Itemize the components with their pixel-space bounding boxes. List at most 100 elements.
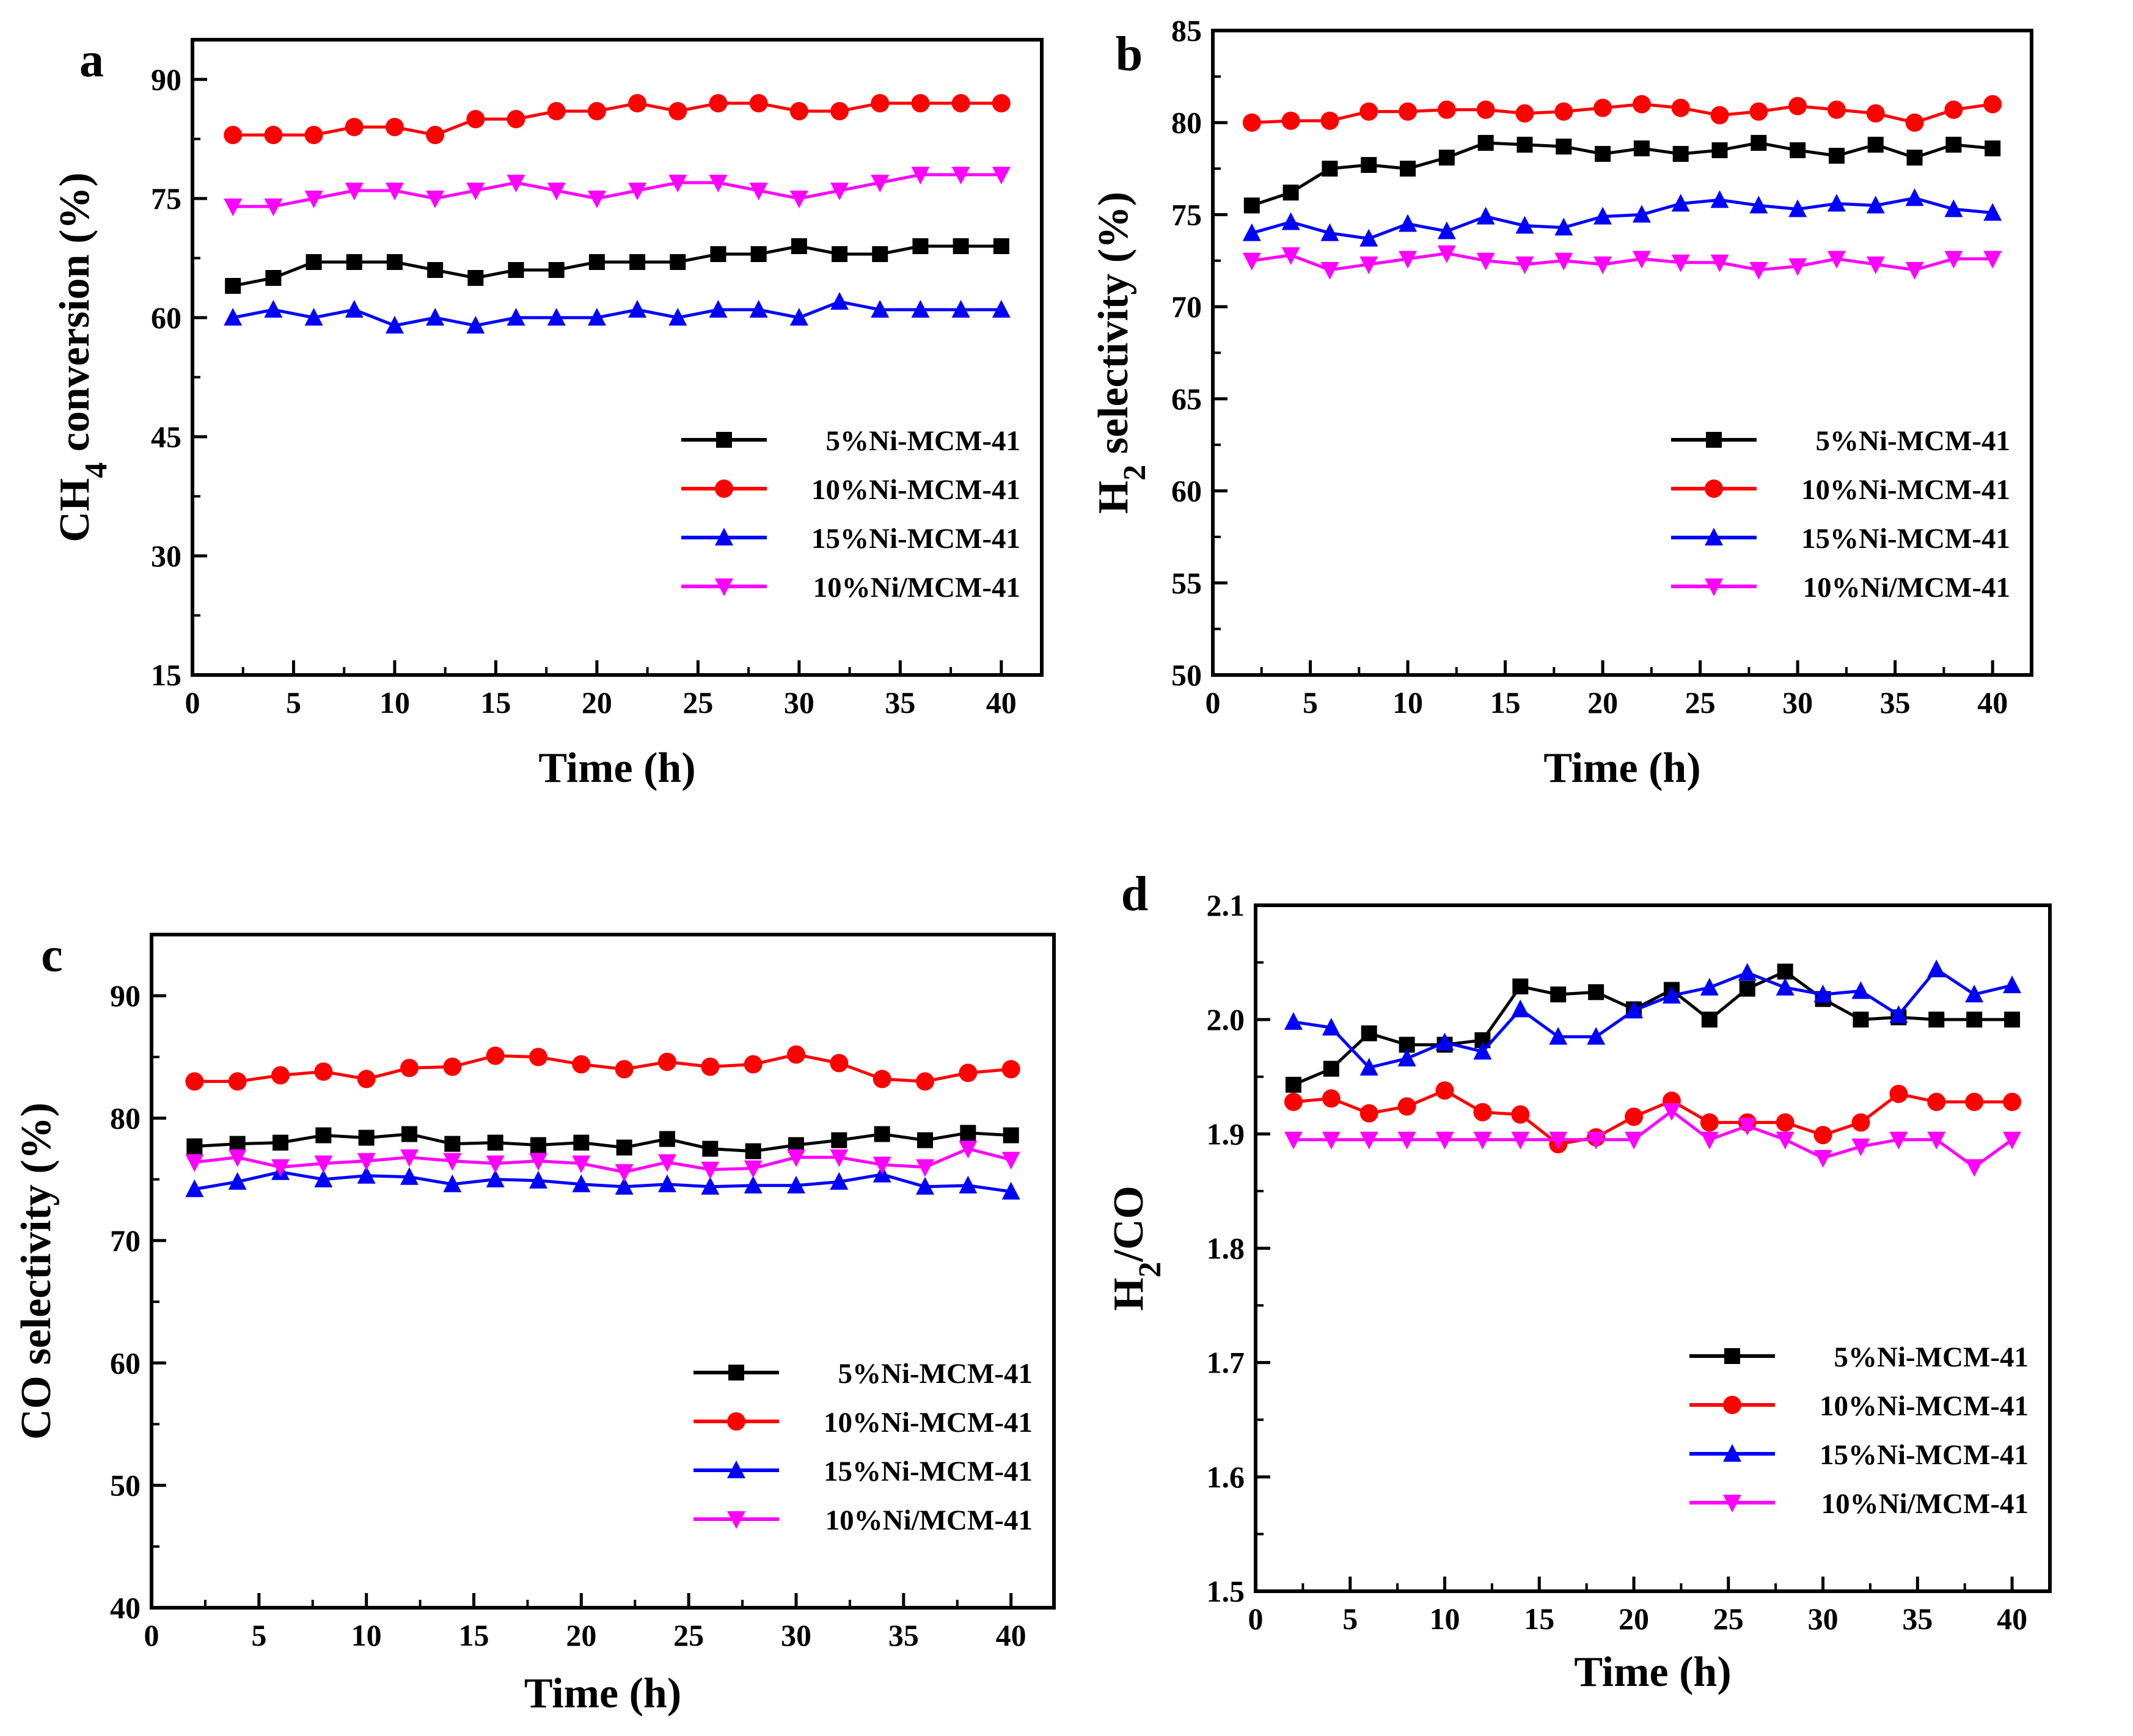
legend-label: 10%Ni-MCM-41 — [1801, 474, 2010, 506]
data-point — [1749, 195, 1768, 214]
data-point — [1827, 194, 1846, 212]
data-point — [628, 94, 647, 112]
data-point — [916, 1072, 934, 1091]
data-point — [466, 183, 485, 200]
data-point — [701, 1057, 720, 1076]
data-point — [1397, 1048, 1416, 1067]
data-point — [314, 1169, 333, 1187]
x-tick-label: 15 — [1524, 1602, 1554, 1636]
data-point — [873, 1156, 891, 1175]
data-point — [547, 308, 566, 326]
data-point — [702, 1140, 719, 1157]
data-point — [1944, 100, 1963, 119]
series-line — [232, 300, 1001, 327]
x-tick-label: 20 — [1587, 685, 1618, 720]
data-point — [789, 308, 808, 326]
data-point — [1866, 104, 1885, 123]
data-point — [830, 102, 849, 120]
y-axis-label: CH4 conversion (%) — [51, 172, 114, 542]
legend-label: 5%Ni-MCM-41 — [838, 1358, 1033, 1390]
legend-label: 15%Ni-MCM-41 — [824, 1456, 1033, 1487]
data-point — [1511, 1105, 1530, 1124]
x-tick-label: 10 — [1392, 685, 1423, 720]
x-tick-label: 20 — [566, 1618, 596, 1652]
data-point — [1550, 986, 1567, 1002]
y-axis-label-main: H — [1105, 1278, 1152, 1311]
x-tick-label: 25 — [1713, 1602, 1744, 1636]
data-point — [911, 167, 930, 184]
y-tick-label: 65 — [1171, 382, 1202, 416]
data-point — [709, 175, 728, 192]
data-point — [1435, 1081, 1454, 1100]
data-point — [587, 308, 606, 326]
data-point — [548, 262, 565, 278]
x-tick-label: 0 — [185, 685, 200, 720]
data-point — [710, 246, 726, 262]
data-point — [1945, 136, 1962, 153]
data-point — [507, 175, 525, 192]
series-line — [194, 1170, 1012, 1194]
legend-label: 5%Ni-MCM-41 — [826, 425, 1020, 457]
data-point — [385, 183, 404, 200]
data-point — [265, 270, 282, 286]
data-point — [1554, 102, 1573, 121]
data-point — [1632, 205, 1651, 223]
data-point — [992, 167, 1011, 184]
legend-marker — [1705, 480, 1723, 498]
data-point — [443, 1153, 462, 1171]
data-point — [789, 191, 808, 208]
x-axis-label: Time (h) — [1574, 1649, 1731, 1696]
y-tick-label: 80 — [1171, 106, 1202, 140]
data-point — [1749, 261, 1768, 280]
data-point — [992, 94, 1011, 112]
data-point — [385, 118, 404, 136]
x-axis-label: Time (h) — [1543, 745, 1700, 792]
y-tick-label: 60 — [110, 1346, 141, 1380]
data-point — [749, 94, 768, 112]
series-line — [1251, 252, 1993, 272]
legend-label: 5%Ni-MCM-41 — [1834, 1341, 2029, 1373]
legend-marker — [716, 432, 732, 448]
y-tick-label: 90 — [151, 62, 181, 97]
data-point — [1322, 1018, 1341, 1036]
data-point — [1359, 1104, 1378, 1123]
panel-letter: b — [1116, 27, 1143, 81]
x-axis-label: Time (h) — [538, 745, 695, 792]
series-15pctni-mcm-41 — [224, 292, 1011, 334]
data-point — [529, 1153, 547, 1171]
legend-label: 10%Ni/MCM-41 — [1803, 572, 2010, 604]
data-point — [1889, 1084, 1908, 1103]
data-point — [1359, 256, 1378, 274]
x-tick-label: 35 — [1880, 685, 1911, 720]
data-point — [1477, 134, 1494, 151]
data-point — [1397, 1131, 1416, 1150]
data-point — [185, 1154, 204, 1172]
data-point — [314, 1155, 333, 1173]
data-point — [588, 254, 605, 270]
data-point — [1242, 252, 1261, 271]
data-point — [871, 300, 890, 318]
data-point — [1965, 1092, 1984, 1111]
legend-marker — [1724, 1348, 1740, 1364]
data-point — [400, 1149, 419, 1167]
legend-label: 10%Ni-MCM-41 — [824, 1407, 1033, 1439]
legend-label: 10%Ni-MCM-41 — [1820, 1390, 2029, 1422]
x-tick-label: 40 — [1977, 685, 2008, 720]
data-point — [1788, 258, 1807, 276]
data-point — [1851, 1113, 1870, 1132]
data-point — [1281, 212, 1300, 230]
data-point — [832, 246, 848, 262]
data-point — [1776, 1131, 1795, 1150]
data-point — [357, 1153, 376, 1171]
data-point — [1242, 223, 1261, 241]
legend-label: 10%Ni/MCM-41 — [825, 1504, 1033, 1536]
series-10pctni-mcm-41 — [1284, 1081, 2022, 1154]
data-point — [315, 1127, 332, 1143]
data-point — [1361, 157, 1377, 173]
data-point — [185, 1072, 204, 1091]
data-point — [1554, 252, 1573, 271]
data-point — [1284, 1012, 1303, 1030]
data-point — [385, 316, 404, 334]
y-axis-label: H2 selectivity (%) — [1090, 192, 1152, 514]
data-point — [357, 1070, 376, 1089]
